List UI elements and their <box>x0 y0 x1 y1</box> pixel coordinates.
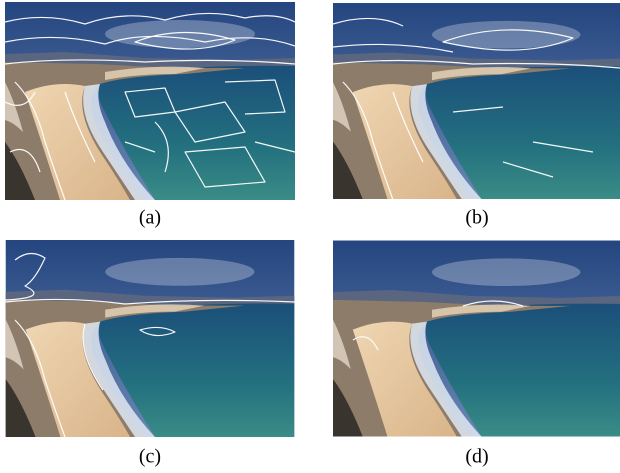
page: (a) (b) (c) (d) (() => { const data = JS… <box>0 0 620 473</box>
caption: (b) <box>465 207 488 229</box>
caption: (d) <box>465 446 488 468</box>
panel-b <box>333 3 620 200</box>
image <box>333 241 620 437</box>
caption: (a) <box>139 207 161 229</box>
image <box>6 240 295 437</box>
panel-c <box>5 240 295 437</box>
image <box>5 2 295 200</box>
panel-d <box>333 241 620 437</box>
panel-a <box>5 2 295 200</box>
caption: (c) <box>139 446 161 468</box>
figure: (a) (b) (c) (d) <box>0 0 620 473</box>
